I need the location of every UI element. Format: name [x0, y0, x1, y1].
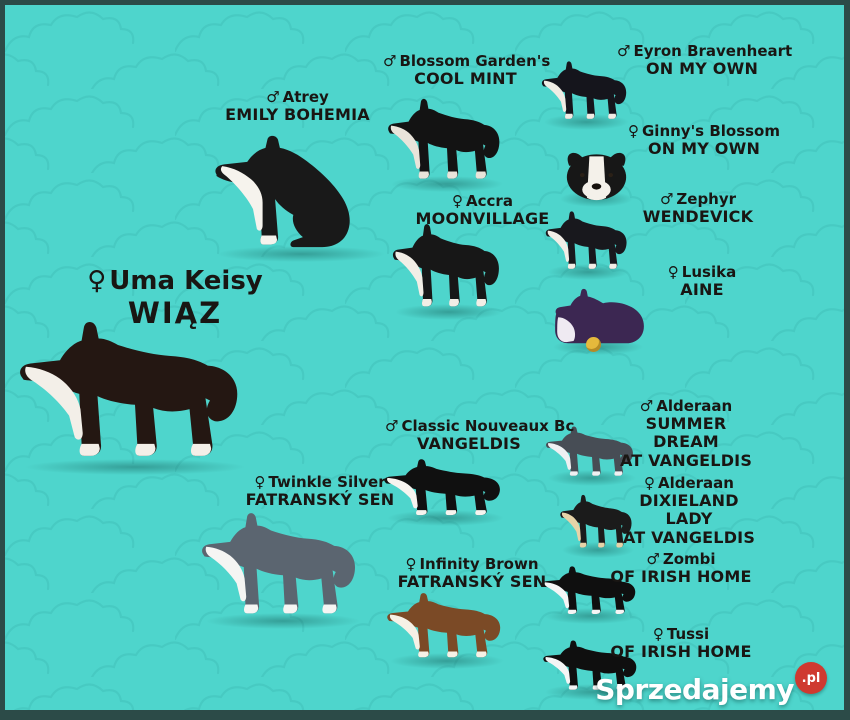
entry-label-lusika: ♀ Lusika AINE	[642, 263, 762, 300]
female-symbol: ♀	[405, 555, 417, 573]
dog-photo-lusika	[547, 288, 649, 355]
entry-name: Classic Nouveaux Bc	[401, 417, 575, 435]
entry-label-alderaan-summer-dream: ♂ Alderaan SUMMER DREAM AT VANGELDIS	[611, 397, 761, 470]
dog-photo-tussi	[539, 635, 646, 700]
female-symbol: ♀	[87, 266, 107, 296]
dog-photo-atrey	[205, 133, 397, 262]
dog-photo-uma-keisy	[10, 307, 260, 475]
entry-name: Zephyr	[676, 190, 737, 208]
entry-kennel: EMILY BOHEMIA	[225, 105, 370, 125]
entry-kennel: FATRANSKÝ SEN	[397, 572, 547, 592]
entry-name: Tussi	[666, 625, 710, 643]
entry-kennel: ON MY OWN	[645, 59, 759, 79]
entry-name: Accra	[466, 192, 513, 210]
entry-name: Blossom Garden's	[399, 52, 551, 70]
entry-name: Ginny's Blossom	[641, 122, 780, 140]
dog-photo-alderaan-dixieland-lady	[557, 489, 639, 558]
male-symbol: ♂	[617, 42, 631, 60]
entry-name: Alderaan	[656, 397, 733, 415]
toy-ball	[585, 337, 601, 352]
entry-kennel: VANGELDIS	[417, 434, 521, 454]
male-symbol: ♂	[639, 397, 654, 415]
entry-name: Eyron Bravenheart	[633, 42, 793, 60]
dog-photo-zombi	[538, 561, 645, 624]
dog-photo-ginnys-blossom	[555, 145, 638, 207]
entry-kennel: FATRANSKÝ SEN	[245, 490, 395, 510]
entry-label-alderaan-dixieland-lady: ♀ Alderaan DIXIELAND LADY AT VANGELDIS	[614, 474, 764, 547]
entry-kennel: MOONVILLAGE	[415, 209, 550, 229]
dog-photo-infinity-brown	[382, 586, 512, 669]
entry-label-zephyr: ♂ Zephyr WENDEVICK	[628, 190, 768, 227]
female-symbol: ♀	[254, 473, 266, 491]
female-symbol: ♀	[452, 192, 464, 210]
entry-name: Zombi	[662, 550, 716, 568]
male-symbol: ♂	[266, 88, 280, 106]
female-symbol: ♀	[667, 263, 679, 281]
entry-label-tussi: ♀ Tussi OF IRISH HOME	[606, 625, 756, 662]
female-symbol: ♀	[652, 625, 664, 643]
entry-label-ginnys-blossom: ♀ Ginny's Blossom ON MY OWN	[623, 122, 785, 159]
dog-photo-classic-nouveaux	[379, 453, 512, 526]
male-symbol: ♂	[659, 190, 674, 208]
entry-name: Lusika	[681, 263, 737, 281]
entry-name: Infinity Brown	[419, 555, 539, 573]
female-symbol: ♀	[627, 122, 639, 140]
entry-kennel: OF IRISH HOME	[610, 567, 752, 587]
dog-photo-eyron-bravenheart	[538, 55, 635, 130]
entry-label-atrey: ♂ Atrey EMILY BOHEMIA	[210, 88, 385, 125]
entry-name: Alderaan	[658, 474, 734, 492]
dog-photo-alderaan-summer-dream	[542, 421, 642, 486]
entry-label-accra: ♀ Accra MOONVILLAGE	[405, 192, 560, 229]
entry-kennel: SUMMER DREAM AT VANGELDIS	[619, 414, 753, 470]
dog-photo-zephyr	[542, 205, 635, 280]
entry-kennel: OF IRISH HOME	[610, 642, 752, 662]
dog-photo-blossom-gardens	[383, 90, 511, 192]
subject-kennel: WIĄZ	[127, 295, 223, 330]
entry-kennel: WENDEVICK	[642, 207, 754, 227]
entry-label-classic-nouveaux: ♂ Classic Nouveaux Bc VANGELDIS	[385, 417, 574, 454]
subject-name: Uma Keisy	[109, 266, 263, 296]
dog-photo-accra	[388, 215, 510, 320]
watermark-tld-badge: .pl	[795, 662, 827, 694]
entry-label-infinity-brown: ♀ Infinity Brown FATRANSKÝ SEN	[389, 555, 555, 592]
entry-name: Atrey	[282, 88, 329, 106]
entry-kennel: AINE	[680, 280, 724, 300]
entry-kennel: COOL MINT	[414, 69, 517, 89]
male-symbol: ♂	[646, 550, 660, 568]
entry-kennel: ON MY OWN	[647, 139, 761, 159]
entry-label-twinkle-silver: ♀ Twinkle Silver FATRANSKÝ SEN	[235, 473, 405, 510]
dog-photo-twinkle-silver	[195, 502, 371, 629]
entry-label-zombi: ♂ Zombi OF IRISH HOME	[606, 550, 756, 587]
entry-kennel: DIXIELAND LADY AT VANGELDIS	[622, 491, 756, 547]
entry-label-eyron-bravenheart: ♂ Eyron Bravenheart ON MY OWN	[617, 42, 792, 79]
male-symbol: ♂	[385, 417, 399, 435]
subject-label: ♀ Uma Keisy WIĄZ	[60, 266, 290, 330]
male-symbol: ♂	[383, 52, 397, 70]
entry-name: Twinkle Silver	[268, 473, 386, 491]
female-symbol: ♀	[644, 474, 655, 492]
watermark-brand: Sprzedajemy	[595, 673, 794, 706]
entry-label-blossom-gardens: ♂ Blossom Garden's COOL MINT	[383, 52, 551, 89]
